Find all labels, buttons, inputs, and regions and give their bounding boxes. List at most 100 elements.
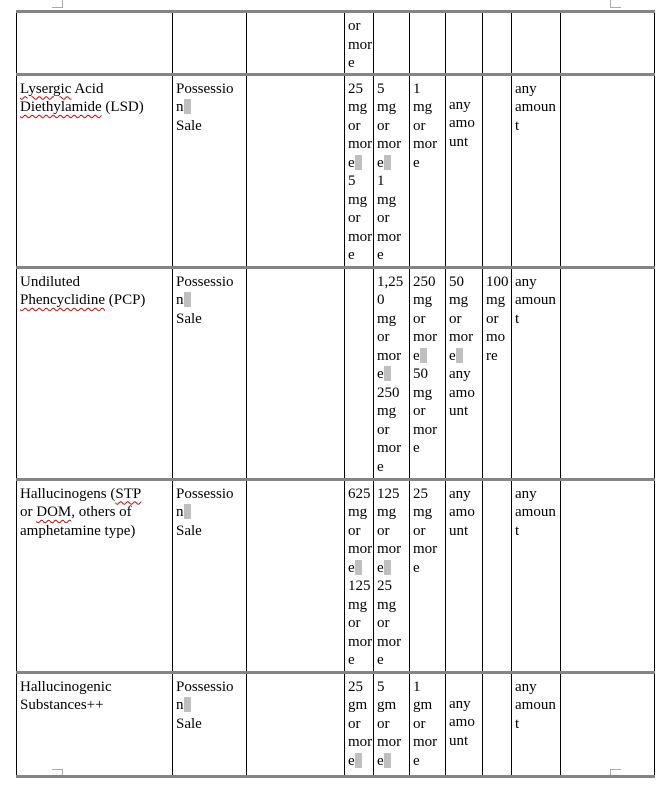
blank-cell <box>246 265 345 481</box>
text-run: Sale <box>176 310 202 327</box>
notes-cell <box>560 670 655 778</box>
notes-cell <box>560 477 655 674</box>
offense-type-cell: Possessio n Sale <box>172 670 247 778</box>
cell-text: 5 gm or mor e <box>375 675 409 770</box>
cell-text: Possessio n Sale <box>174 77 246 135</box>
crop-mark-top-right <box>610 0 621 8</box>
amount-5-cell: 100 mg or mo re <box>482 265 512 481</box>
text-run: or <box>20 504 33 520</box>
text-run: any amoun t <box>515 678 556 732</box>
text-run: , others of amphetamine type) <box>20 504 136 539</box>
amount-3-cell: 250 mg or mor e 50 mg or mor e <box>409 265 446 481</box>
text-run: 1 mg or mor e <box>377 173 402 263</box>
amount-3-cell: 25 mg or mor e <box>409 477 446 674</box>
misspelled-word: Phencyclidine <box>20 292 105 308</box>
cell-text: any amo unt <box>447 77 482 151</box>
formatting-mark <box>183 292 191 307</box>
text-run: 5 gm or mor e <box>377 678 402 769</box>
amount-2-cell <box>373 10 410 76</box>
formatting-mark <box>183 504 191 519</box>
cell-text: 250 mg or mor e 50 mg or mor e <box>411 270 445 458</box>
offense-type-cell: Possessio n Sale <box>172 72 247 269</box>
text-run: 50 mg or mor e <box>413 366 438 456</box>
text-run: any amoun t <box>515 80 556 134</box>
amount-6-cell: any amoun t <box>511 72 561 269</box>
formatting-mark <box>383 752 391 768</box>
text-run: 100 mg or mo re <box>486 273 509 364</box>
amount-6-cell: any amoun t <box>511 265 561 481</box>
misspelled-word: Lysergic <box>20 80 72 97</box>
cell-text: 100 mg or mo re <box>484 270 511 365</box>
text-run: Possessio n <box>176 80 234 116</box>
cell-text: 50 mg or mor e any amo unt <box>447 270 482 421</box>
text-run: 25 mg or mor e <box>377 578 402 668</box>
text-run: Acid <box>74 80 104 97</box>
amount-1-cell: 25 mg or mor e 5 mg or mor e <box>344 72 374 269</box>
notes-cell <box>560 10 655 76</box>
cell-text: 25 mg or mor e <box>411 482 445 577</box>
formatting-mark <box>455 347 463 363</box>
amount-6-cell: any amoun t <box>511 670 561 778</box>
amount-1-cell: 25 gm or mor e <box>344 670 374 778</box>
drug-name-cell: Lysergic Acid Diethylamide (LSD) <box>16 72 173 269</box>
amount-3-cell: 1 mg or mor e <box>409 72 446 269</box>
offense-type-cell <box>172 10 247 76</box>
amount-3-cell <box>409 10 446 76</box>
amount-5-cell <box>482 10 512 76</box>
table-row-lsd: Lysergic Acid Diethylamide (LSD) Possessi… <box>16 72 655 269</box>
text-run: Possessio n <box>176 678 234 714</box>
text-run: (PCP) <box>104 292 146 308</box>
table-body: or mor e Lysergic Acid Diethylamide (LSD)… <box>16 10 655 778</box>
drug-name-cell <box>16 10 173 76</box>
amount-4-cell: 50 mg or mor e any amo unt <box>445 265 483 481</box>
amount-2-cell: 5 gm or mor e <box>373 670 410 778</box>
cell-text: 25 mg or mor e 5 mg or mor e <box>346 77 373 264</box>
misspelled-word: DOM <box>36 504 72 520</box>
cell-text: 125 mg or mor e 25 mg or mor e <box>375 482 409 669</box>
amount-6-cell <box>511 10 561 76</box>
amount-6-cell: any amoun t <box>511 477 561 674</box>
text-run: 25 gm or mor e <box>348 678 373 769</box>
table-row-hallucinogenic-substances: Hallucinogenic Substances++ Possessio n S… <box>16 670 655 778</box>
text-run: or mor e <box>348 18 373 71</box>
amount-4-cell: any amo unt <box>445 72 483 269</box>
cell-text: any amoun t <box>513 270 560 328</box>
cell-text: Possessio n Sale <box>174 270 246 328</box>
text-run: 1 mg or mor e <box>413 80 438 171</box>
text-run: any amo unt <box>449 96 475 150</box>
drug-name-cell: Undiluted Phencyclidine (PCP) <box>16 265 173 481</box>
misspelled-word: STP <box>115 485 142 502</box>
blank-cell <box>246 670 345 778</box>
text-run: 25 mg or mor e <box>413 485 438 576</box>
amount-1-cell: 625 mg or mor e 125 mg or mor e <box>344 477 374 674</box>
amount-2-cell: 125 mg or mor e 25 mg or mor e <box>373 477 410 674</box>
cell-text: Possessio n Sale <box>174 675 246 733</box>
misspelled-word: Diethylamide <box>20 99 102 115</box>
amount-3-cell: 1 gm or mor e <box>409 670 446 778</box>
cell-text: 625 mg or mor e 125 mg or mor e <box>346 482 373 669</box>
amount-1-cell <box>344 265 374 481</box>
text-run: any amoun t <box>515 273 556 327</box>
text-run: Possessio n <box>176 273 234 309</box>
text-run: Sale <box>176 522 202 539</box>
cell-text: any amo unt <box>447 482 482 540</box>
cell-text: Possessio n Sale <box>174 482 246 540</box>
table-row-carryover: or mor e <box>16 10 655 76</box>
amount-5-cell <box>482 477 512 674</box>
text-run: Sale <box>176 715 202 732</box>
text-run: Sale <box>176 117 202 134</box>
cell-text: Hallucinogenic Substances++ <box>18 675 172 715</box>
text-run: 5 mg or mor e <box>348 173 373 263</box>
text-run: any amo unt <box>449 695 475 749</box>
text-run: 25 mg or mor e <box>348 80 373 171</box>
notes-cell <box>560 265 655 481</box>
amount-2-cell: 5 mg or mor e 1 mg or mor e <box>373 72 410 269</box>
cell-text: any amoun t <box>513 675 560 733</box>
text-run: 125 mg or mor e <box>377 485 402 576</box>
formatting-mark <box>419 347 427 363</box>
formatting-mark <box>383 366 391 381</box>
offense-type-cell: Possessio n Sale <box>172 477 247 674</box>
table-row-pcp: Undiluted Phencyclidine (PCP) Possessio n… <box>16 265 655 481</box>
cell-text: any amoun t <box>513 482 560 540</box>
